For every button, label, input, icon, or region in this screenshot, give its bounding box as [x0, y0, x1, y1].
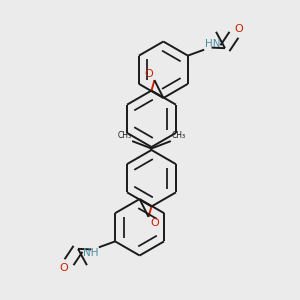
- Text: CH₃: CH₃: [172, 131, 186, 140]
- Text: NH: NH: [83, 248, 98, 258]
- Text: O: O: [235, 24, 243, 34]
- Text: O: O: [144, 69, 153, 79]
- Text: O: O: [60, 263, 68, 273]
- Text: O: O: [150, 218, 159, 228]
- Text: HN: HN: [205, 39, 220, 49]
- Text: CH₃: CH₃: [117, 131, 131, 140]
